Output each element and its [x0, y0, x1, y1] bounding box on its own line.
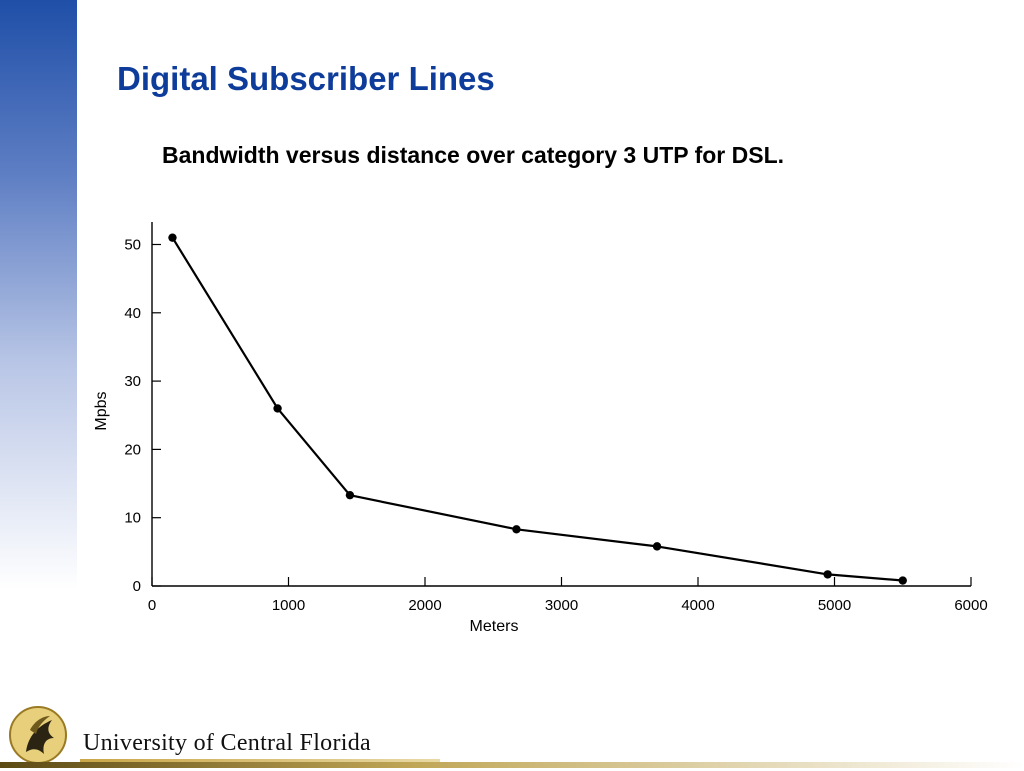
x-axis-title: Meters: [470, 618, 519, 635]
y-tick-label: 10: [124, 510, 141, 527]
data-point: [345, 490, 355, 500]
data-point: [898, 576, 907, 585]
data-point: [652, 542, 662, 551]
slide-title: Digital Subscriber Lines: [117, 60, 495, 97]
x-tick-label: 3000: [545, 597, 578, 614]
data-point: [273, 404, 282, 413]
data-point: [512, 525, 521, 534]
x-ticks: 0 1000 2000 3000 4000 5000 6000: [148, 577, 988, 614]
series-line: [171, 237, 903, 582]
series-points: [168, 233, 907, 585]
x-tick-label: 6000: [954, 597, 987, 614]
sidebar-gradient-bar: [0, 0, 77, 590]
y-tick-label: 0: [133, 578, 141, 595]
y-axis-title: Mpbs: [93, 391, 110, 430]
x-tick-label: 2000: [408, 597, 441, 614]
chart-caption: Bandwidth versus distance over category …: [162, 142, 785, 168]
y-tick-label: 20: [124, 441, 141, 458]
x-tick-label: 4000: [681, 597, 714, 614]
bandwidth-distance-chart: 0 1000 2000 3000 4000 5000 6000 0 10 20 30 40 50 Me…: [93, 222, 988, 635]
x-tick-label: 5000: [818, 597, 851, 614]
university-name-underline: [80, 759, 440, 762]
x-tick-label: 1000: [272, 597, 305, 614]
y-tick-label: 50: [124, 236, 141, 253]
data-point: [168, 233, 177, 242]
pegasus-logo-icon: [8, 704, 68, 766]
y-tick-label: 30: [124, 373, 141, 390]
x-tick-label: 0: [148, 597, 156, 614]
data-point: [823, 570, 832, 579]
footer-rule: [0, 762, 1024, 768]
y-tick-label: 40: [124, 305, 141, 322]
y-ticks: 0 10 20 30 40 50: [124, 236, 161, 595]
university-name: University of Central Florida: [83, 730, 371, 756]
